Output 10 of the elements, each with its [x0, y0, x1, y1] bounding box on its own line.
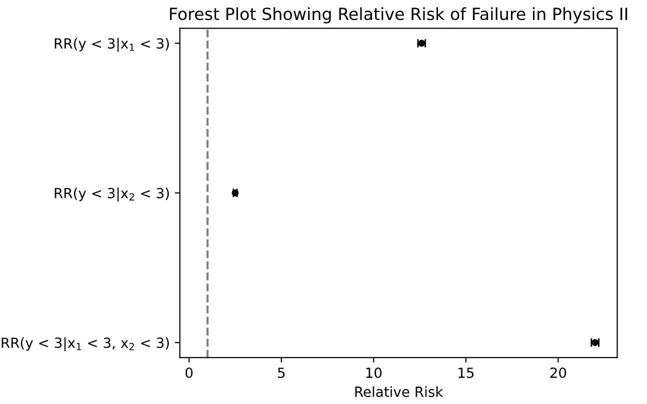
x-tick-label: 10 [366, 368, 382, 378]
x-tick-label: 20 [550, 368, 566, 378]
y-tick-label: RR(y < 3|x$_{2}$ < 3) [54, 188, 169, 202]
x-tick-label: 0 [186, 368, 193, 378]
chart-title: Forest Plot Showing Relative Risk of Failure in Physics II [170, 7, 628, 24]
y-tick-label: RR(y < 3|x$_{1}$ < 3, x$_{2}$ < 3) [2, 337, 169, 352]
x-tick-label: 5 [278, 368, 285, 378]
x-axis-title: Relative Risk [355, 386, 444, 398]
x-tick-label: 15 [458, 368, 474, 378]
y-tick-label: RR(y < 3|x$_{1}$ < 3) [54, 38, 169, 52]
